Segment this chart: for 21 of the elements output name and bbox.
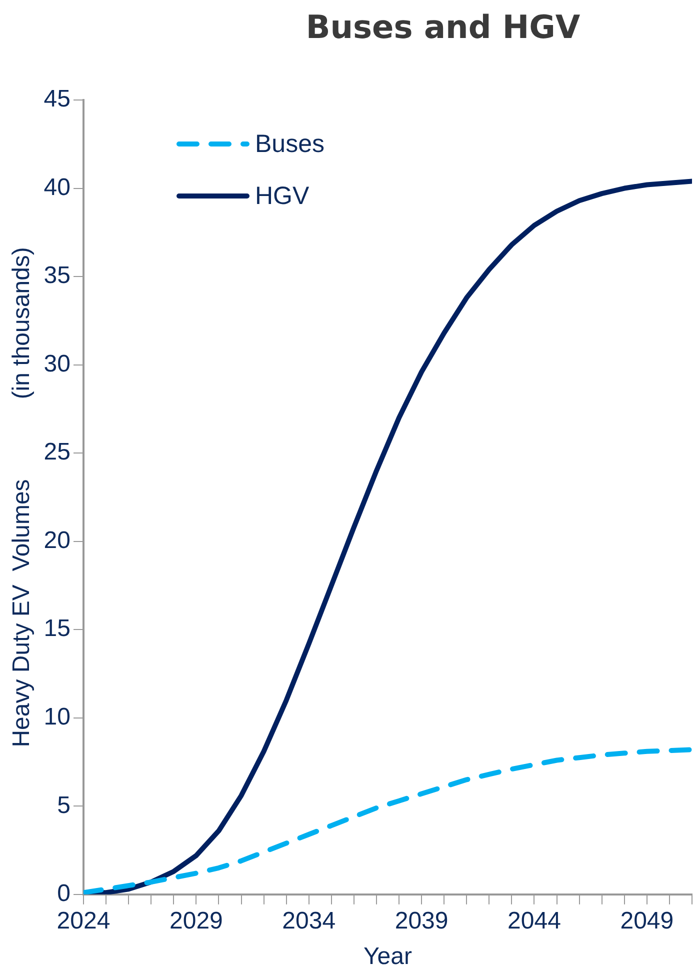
x-tick-label: 2049	[620, 907, 674, 934]
y-tick-label: 10	[44, 703, 70, 730]
x-tick-label: 2034	[282, 907, 336, 934]
y-tick-label: 30	[44, 350, 70, 378]
x-tick-label: 2024	[56, 907, 110, 934]
x-tick-label: 2044	[508, 907, 561, 934]
y-tick-label: 45	[44, 86, 70, 113]
chart-title: Buses and HGV	[304, 8, 582, 46]
legend-label: HGV	[255, 182, 310, 210]
y-tick-label: 0	[57, 880, 70, 908]
y-tick-label: 20	[44, 526, 70, 554]
y-tick-label: 5	[57, 792, 70, 819]
legend-label: Buses	[255, 130, 324, 158]
x-tick-label: 2029	[169, 907, 223, 934]
y-tick-label: 35	[44, 262, 70, 290]
x-axis-title: Year	[364, 943, 412, 970]
y-tick-label: 25	[44, 438, 70, 466]
y-axis-title: Heavy Duty EV Volumes (in thousands)	[8, 247, 36, 748]
y-tick-label: 40	[44, 174, 70, 201]
y-tick-label: 15	[44, 615, 70, 642]
x-tick-label: 2039	[394, 907, 448, 934]
